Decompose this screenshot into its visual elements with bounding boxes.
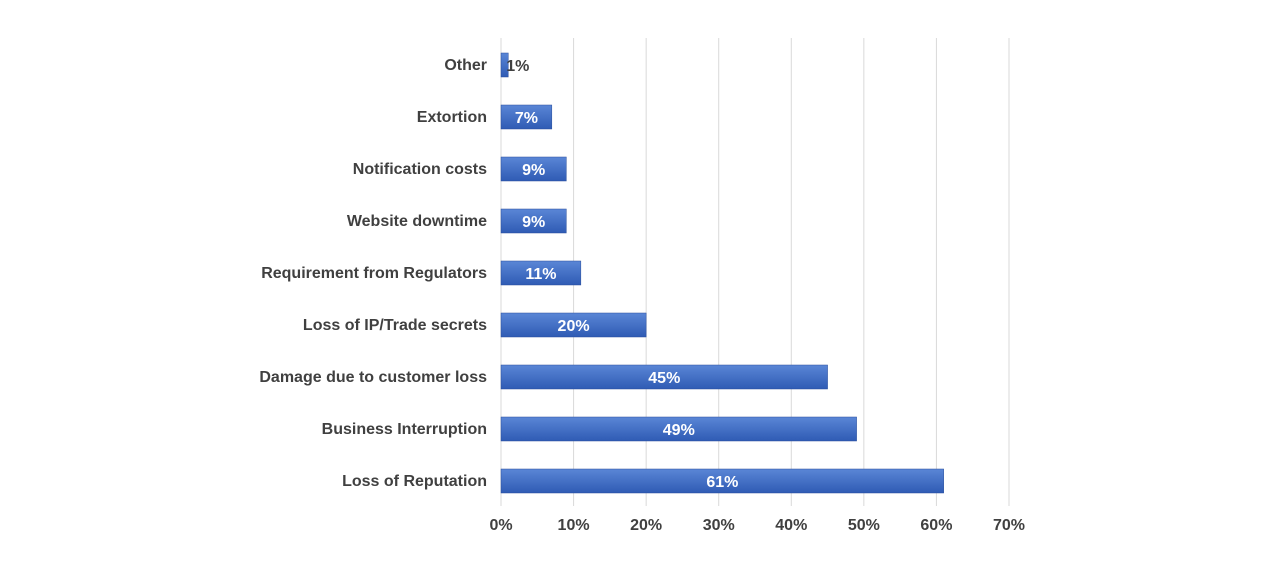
data-label: 11% (525, 266, 556, 283)
data-labels: 1% 7% 9% 9% 11% 20% 45% 49% 61% (506, 58, 738, 491)
data-label: 61% (706, 474, 738, 491)
x-tick-label: 50% (848, 517, 880, 534)
bar-notification-costs (500, 156, 567, 182)
category-label: Other (444, 57, 487, 74)
bars (500, 52, 944, 494)
category-label: Business Interruption (322, 421, 487, 438)
category-label: Extortion (417, 109, 487, 126)
x-tick-label: 60% (920, 517, 952, 534)
x-tick-label: 40% (775, 517, 807, 534)
data-label: 49% (663, 422, 695, 439)
category-label: Loss of Reputation (342, 473, 487, 490)
bar-website-downtime (500, 208, 567, 234)
category-label: Loss of IP/Trade secrets (303, 317, 487, 334)
category-label: Damage due to customer loss (259, 369, 487, 386)
category-label: Requirement from Regulators (261, 265, 487, 282)
bar-damage-due-to-customer-loss (500, 364, 828, 390)
bar-loss-of-ip-trade-secrets (500, 312, 647, 338)
data-label: 9% (522, 214, 545, 231)
bar-other (500, 52, 509, 78)
data-label: 7% (515, 110, 538, 127)
data-label: 1% (506, 58, 529, 75)
x-tick-label: 20% (630, 517, 662, 534)
bar-extortion (500, 104, 553, 130)
data-label: 9% (522, 162, 545, 179)
bar-requirement-from-regulators (500, 260, 582, 286)
x-tick-label: 10% (558, 517, 590, 534)
bar-business-interruption (500, 416, 857, 442)
bar-loss-of-reputation (500, 468, 944, 494)
category-label: Website downtime (347, 213, 487, 230)
category-labels: Other Extortion Notification costs Website … (259, 57, 487, 490)
x-tick-label: 30% (703, 517, 735, 534)
x-tick-label: 0% (489, 517, 512, 534)
x-axis-tick-labels: 0% 10% 20% 30% 40% 50% 60% 70% (489, 517, 1025, 534)
data-label: 45% (648, 370, 680, 387)
data-label: 20% (558, 318, 590, 335)
gridlines (500, 38, 1010, 506)
category-label: Notification costs (353, 161, 487, 178)
x-tick-label: 70% (993, 517, 1025, 534)
